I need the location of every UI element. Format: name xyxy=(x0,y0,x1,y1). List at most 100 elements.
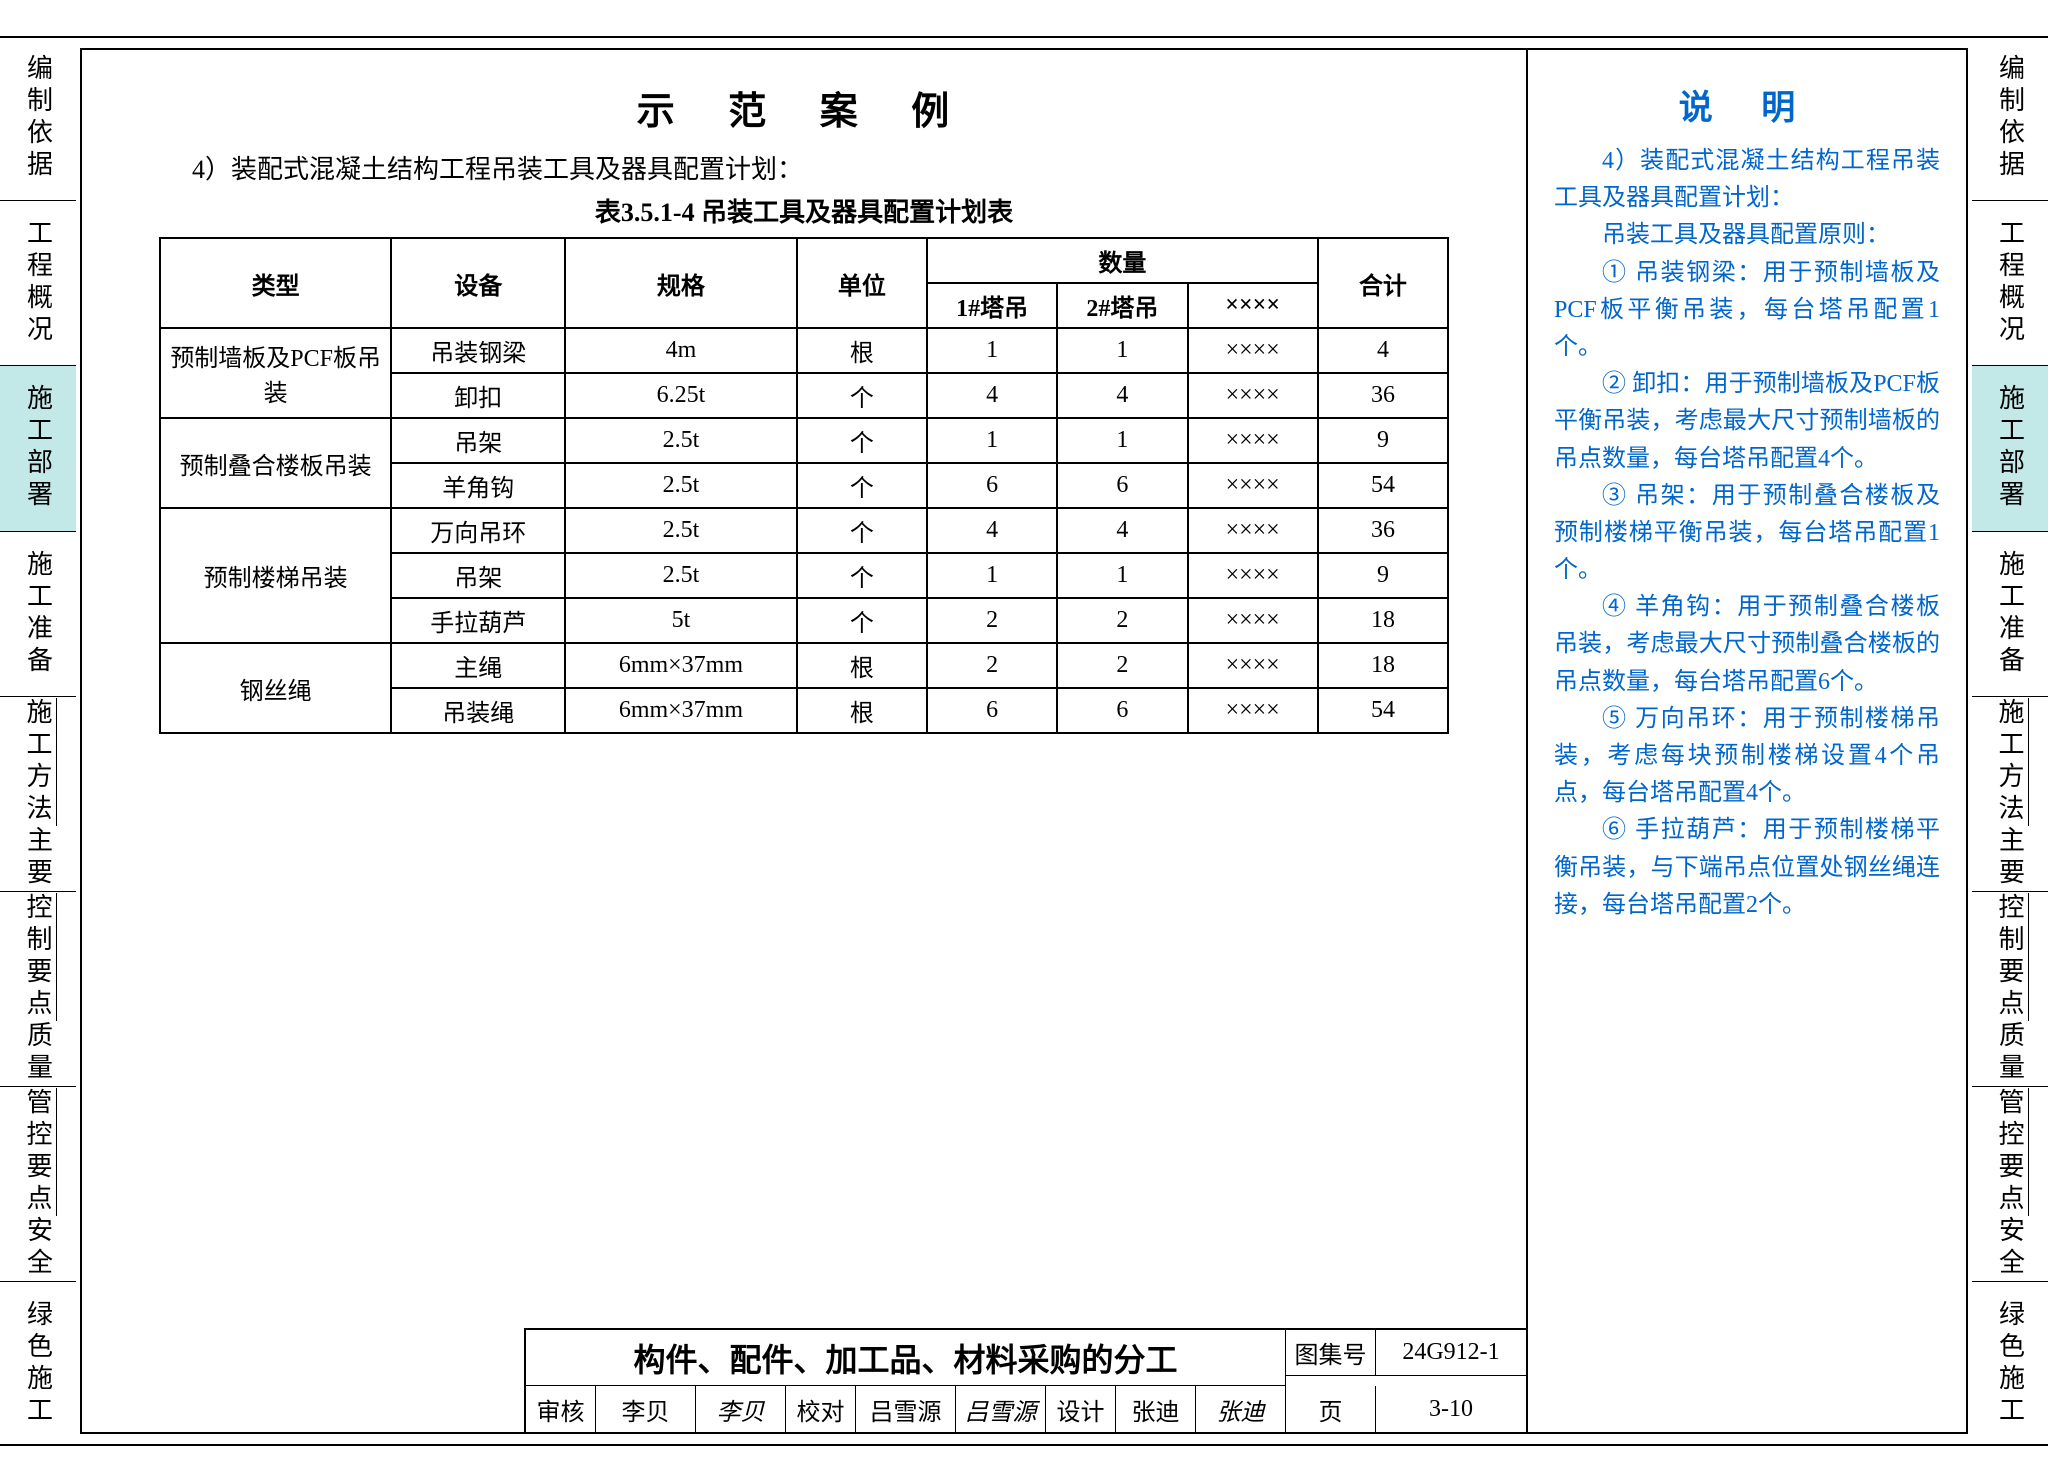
th-total: 合计 xyxy=(1318,238,1448,328)
tb-title: 构件、配件、加工品、材料采购的分工 xyxy=(526,1330,1286,1386)
cell-equip: 手拉葫芦 xyxy=(391,598,565,643)
cell-type: 预制叠合楼板吊装 xyxy=(160,418,392,508)
cell-spec: 6mm×37mm xyxy=(565,688,797,733)
tb-check-name: 李贝 xyxy=(596,1386,696,1432)
cell-q3: ×××× xyxy=(1188,688,1318,733)
tab-overview: 工程概况 xyxy=(0,201,76,366)
right-tab-strip: 编制依据 工程概况 施工部署 施工准备 施工方法主要 控制要点质量 管控要点安全… xyxy=(1972,36,2048,1446)
cell-q1: 6 xyxy=(927,463,1057,508)
notes-body: 4）装配式混凝土结构工程吊装工具及器具配置计划： 吊装工具及器具配置原则： ① … xyxy=(1554,143,1940,924)
cell-q3: ×××× xyxy=(1188,643,1318,688)
cell-spec: 2.5t xyxy=(565,463,797,508)
cell-tot: 18 xyxy=(1318,643,1448,688)
cell-equip: 吊架 xyxy=(391,418,565,463)
tab-prep: 施工准备 xyxy=(0,532,76,697)
cell-q2: 1 xyxy=(1057,328,1187,373)
th-type: 类型 xyxy=(160,238,392,328)
cell-q3: ×××× xyxy=(1188,598,1318,643)
equipment-table: 类型 设备 规格 单位 数量 合计 1#塔吊 2#塔吊 ×××× 预制墙板及PC… xyxy=(159,237,1449,734)
cell-tot: 4 xyxy=(1318,328,1448,373)
cell-unit: 根 xyxy=(797,688,927,733)
cell-spec: 2.5t xyxy=(565,553,797,598)
cell-equip: 主绳 xyxy=(391,643,565,688)
cell-spec: 2.5t xyxy=(565,418,797,463)
th-c2: 2#塔吊 xyxy=(1057,283,1187,328)
tab-method-r: 施工方法主要 xyxy=(1972,697,2048,892)
table-row: 预制楼梯吊装万向吊环2.5t个44××××36 xyxy=(160,508,1448,553)
th-qty: 数量 xyxy=(927,238,1318,283)
cell-q1: 1 xyxy=(927,553,1057,598)
cell-unit: 根 xyxy=(797,328,927,373)
cell-q3: ×××× xyxy=(1188,418,1318,463)
tab-safety: 管控要点安全 xyxy=(0,1087,76,1282)
cell-q2: 6 xyxy=(1057,463,1187,508)
th-spec: 规格 xyxy=(565,238,797,328)
cell-unit: 个 xyxy=(797,598,927,643)
demo-title: 示 范 案 例 xyxy=(132,80,1476,135)
cell-q2: 4 xyxy=(1057,508,1187,553)
note-p4: ④ 羊角钩：用于预制叠合楼板吊装，考虑最大尺寸预制叠合楼板的吊点数量，每台塔吊配… xyxy=(1554,589,1940,701)
title-block: 构件、配件、加工品、材料采购的分工 图集号 24G912-1 审核 李贝 李贝 … xyxy=(524,1328,1526,1432)
cell-q3: ×××× xyxy=(1188,553,1318,598)
th-equip: 设备 xyxy=(391,238,565,328)
tb-design-sig: 张迪 xyxy=(1196,1386,1286,1432)
tab-quality-r: 控制要点质量 xyxy=(1972,892,2048,1087)
tab-overview-r: 工程概况 xyxy=(1972,201,2048,366)
note-p2: ② 卸扣：用于预制墙板及PCF板平衡吊装，考虑最大尺寸预制墙板的吊点数量，每台塔… xyxy=(1554,366,1940,478)
table-row: 钢丝绳主绳6mm×37mm根22××××18 xyxy=(160,643,1448,688)
table-title: 表3.5.1-4 吊装工具及器具配置计划表 xyxy=(132,192,1476,229)
tb-set-no: 24G912-1 xyxy=(1376,1330,1526,1376)
tb-lbl-proof: 校对 xyxy=(786,1386,856,1432)
cell-equip: 万向吊环 xyxy=(391,508,565,553)
tab-green: 绿色施工 xyxy=(0,1282,76,1446)
cell-equip: 羊角钩 xyxy=(391,463,565,508)
cell-type: 预制墙板及PCF板吊装 xyxy=(160,328,392,418)
cell-spec: 6.25t xyxy=(565,373,797,418)
cell-equip: 吊装绳 xyxy=(391,688,565,733)
cell-unit: 根 xyxy=(797,643,927,688)
cell-q1: 1 xyxy=(927,328,1057,373)
cell-q2: 2 xyxy=(1057,643,1187,688)
tab-quality: 控制要点质量 xyxy=(0,892,76,1087)
note-p0: 4）装配式混凝土结构工程吊装工具及器具配置计划： xyxy=(1554,143,1940,217)
note-p3: ③ 吊架：用于预制叠合楼板及预制楼梯平衡吊装，每台塔吊配置1个。 xyxy=(1554,478,1940,590)
cell-tot: 54 xyxy=(1318,688,1448,733)
note-p1: ① 吊装钢梁：用于预制墙板及PCF板平衡吊装，每台塔吊配置1个。 xyxy=(1554,255,1940,367)
table-row: 预制叠合楼板吊装吊架2.5t个11××××9 xyxy=(160,418,1448,463)
cell-q2: 6 xyxy=(1057,688,1187,733)
cell-q1: 1 xyxy=(927,418,1057,463)
tab-prep-r: 施工准备 xyxy=(1972,532,2048,697)
cell-equip: 吊装钢梁 xyxy=(391,328,565,373)
notes-panel: 说 明 4）装配式混凝土结构工程吊装工具及器具配置计划： 吊装工具及器具配置原则… xyxy=(1526,50,1966,1432)
tab-green-r: 绿色施工 xyxy=(1972,1282,2048,1446)
tab-deploy-r: 施工部署 xyxy=(1972,366,2048,531)
tab-deploy: 施工部署 xyxy=(0,366,76,531)
cell-q2: 1 xyxy=(1057,418,1187,463)
tb-lbl-page: 页 xyxy=(1286,1386,1376,1432)
cell-spec: 6mm×37mm xyxy=(565,643,797,688)
cell-q1: 4 xyxy=(927,508,1057,553)
tb-page-no: 3-10 xyxy=(1376,1386,1526,1432)
cell-q3: ×××× xyxy=(1188,328,1318,373)
cell-type: 钢丝绳 xyxy=(160,643,392,733)
cell-equip: 卸扣 xyxy=(391,373,565,418)
cell-unit: 个 xyxy=(797,463,927,508)
cell-tot: 36 xyxy=(1318,373,1448,418)
tb-design-name: 张迪 xyxy=(1116,1386,1196,1432)
drawing-frame: 示 范 案 例 4）装配式混凝土结构工程吊装工具及器具配置计划： 表3.5.1-… xyxy=(80,48,1968,1434)
table-row: 预制墙板及PCF板吊装吊装钢梁4m根11××××4 xyxy=(160,328,1448,373)
tb-lbl-set: 图集号 xyxy=(1286,1330,1376,1376)
left-tab-strip: 编制依据 工程概况 施工部署 施工准备 施工方法主要 控制要点质量 管控要点安全… xyxy=(0,36,76,1446)
cell-unit: 个 xyxy=(797,418,927,463)
cell-q1: 6 xyxy=(927,688,1057,733)
tb-lbl-check: 审核 xyxy=(526,1386,596,1432)
note-p6: ⑥ 手拉葫芦：用于预制楼梯平衡吊装，与下端吊点位置处钢丝绳连接，每台塔吊配置2个… xyxy=(1554,812,1940,924)
cell-unit: 个 xyxy=(797,553,927,598)
cell-tot: 54 xyxy=(1318,463,1448,508)
cell-tot: 9 xyxy=(1318,553,1448,598)
tb-proof-name: 吕雪源 xyxy=(856,1386,956,1432)
cell-q1: 2 xyxy=(927,643,1057,688)
cell-tot: 36 xyxy=(1318,508,1448,553)
tab-basis: 编制依据 xyxy=(0,36,76,201)
th-c1: 1#塔吊 xyxy=(927,283,1057,328)
